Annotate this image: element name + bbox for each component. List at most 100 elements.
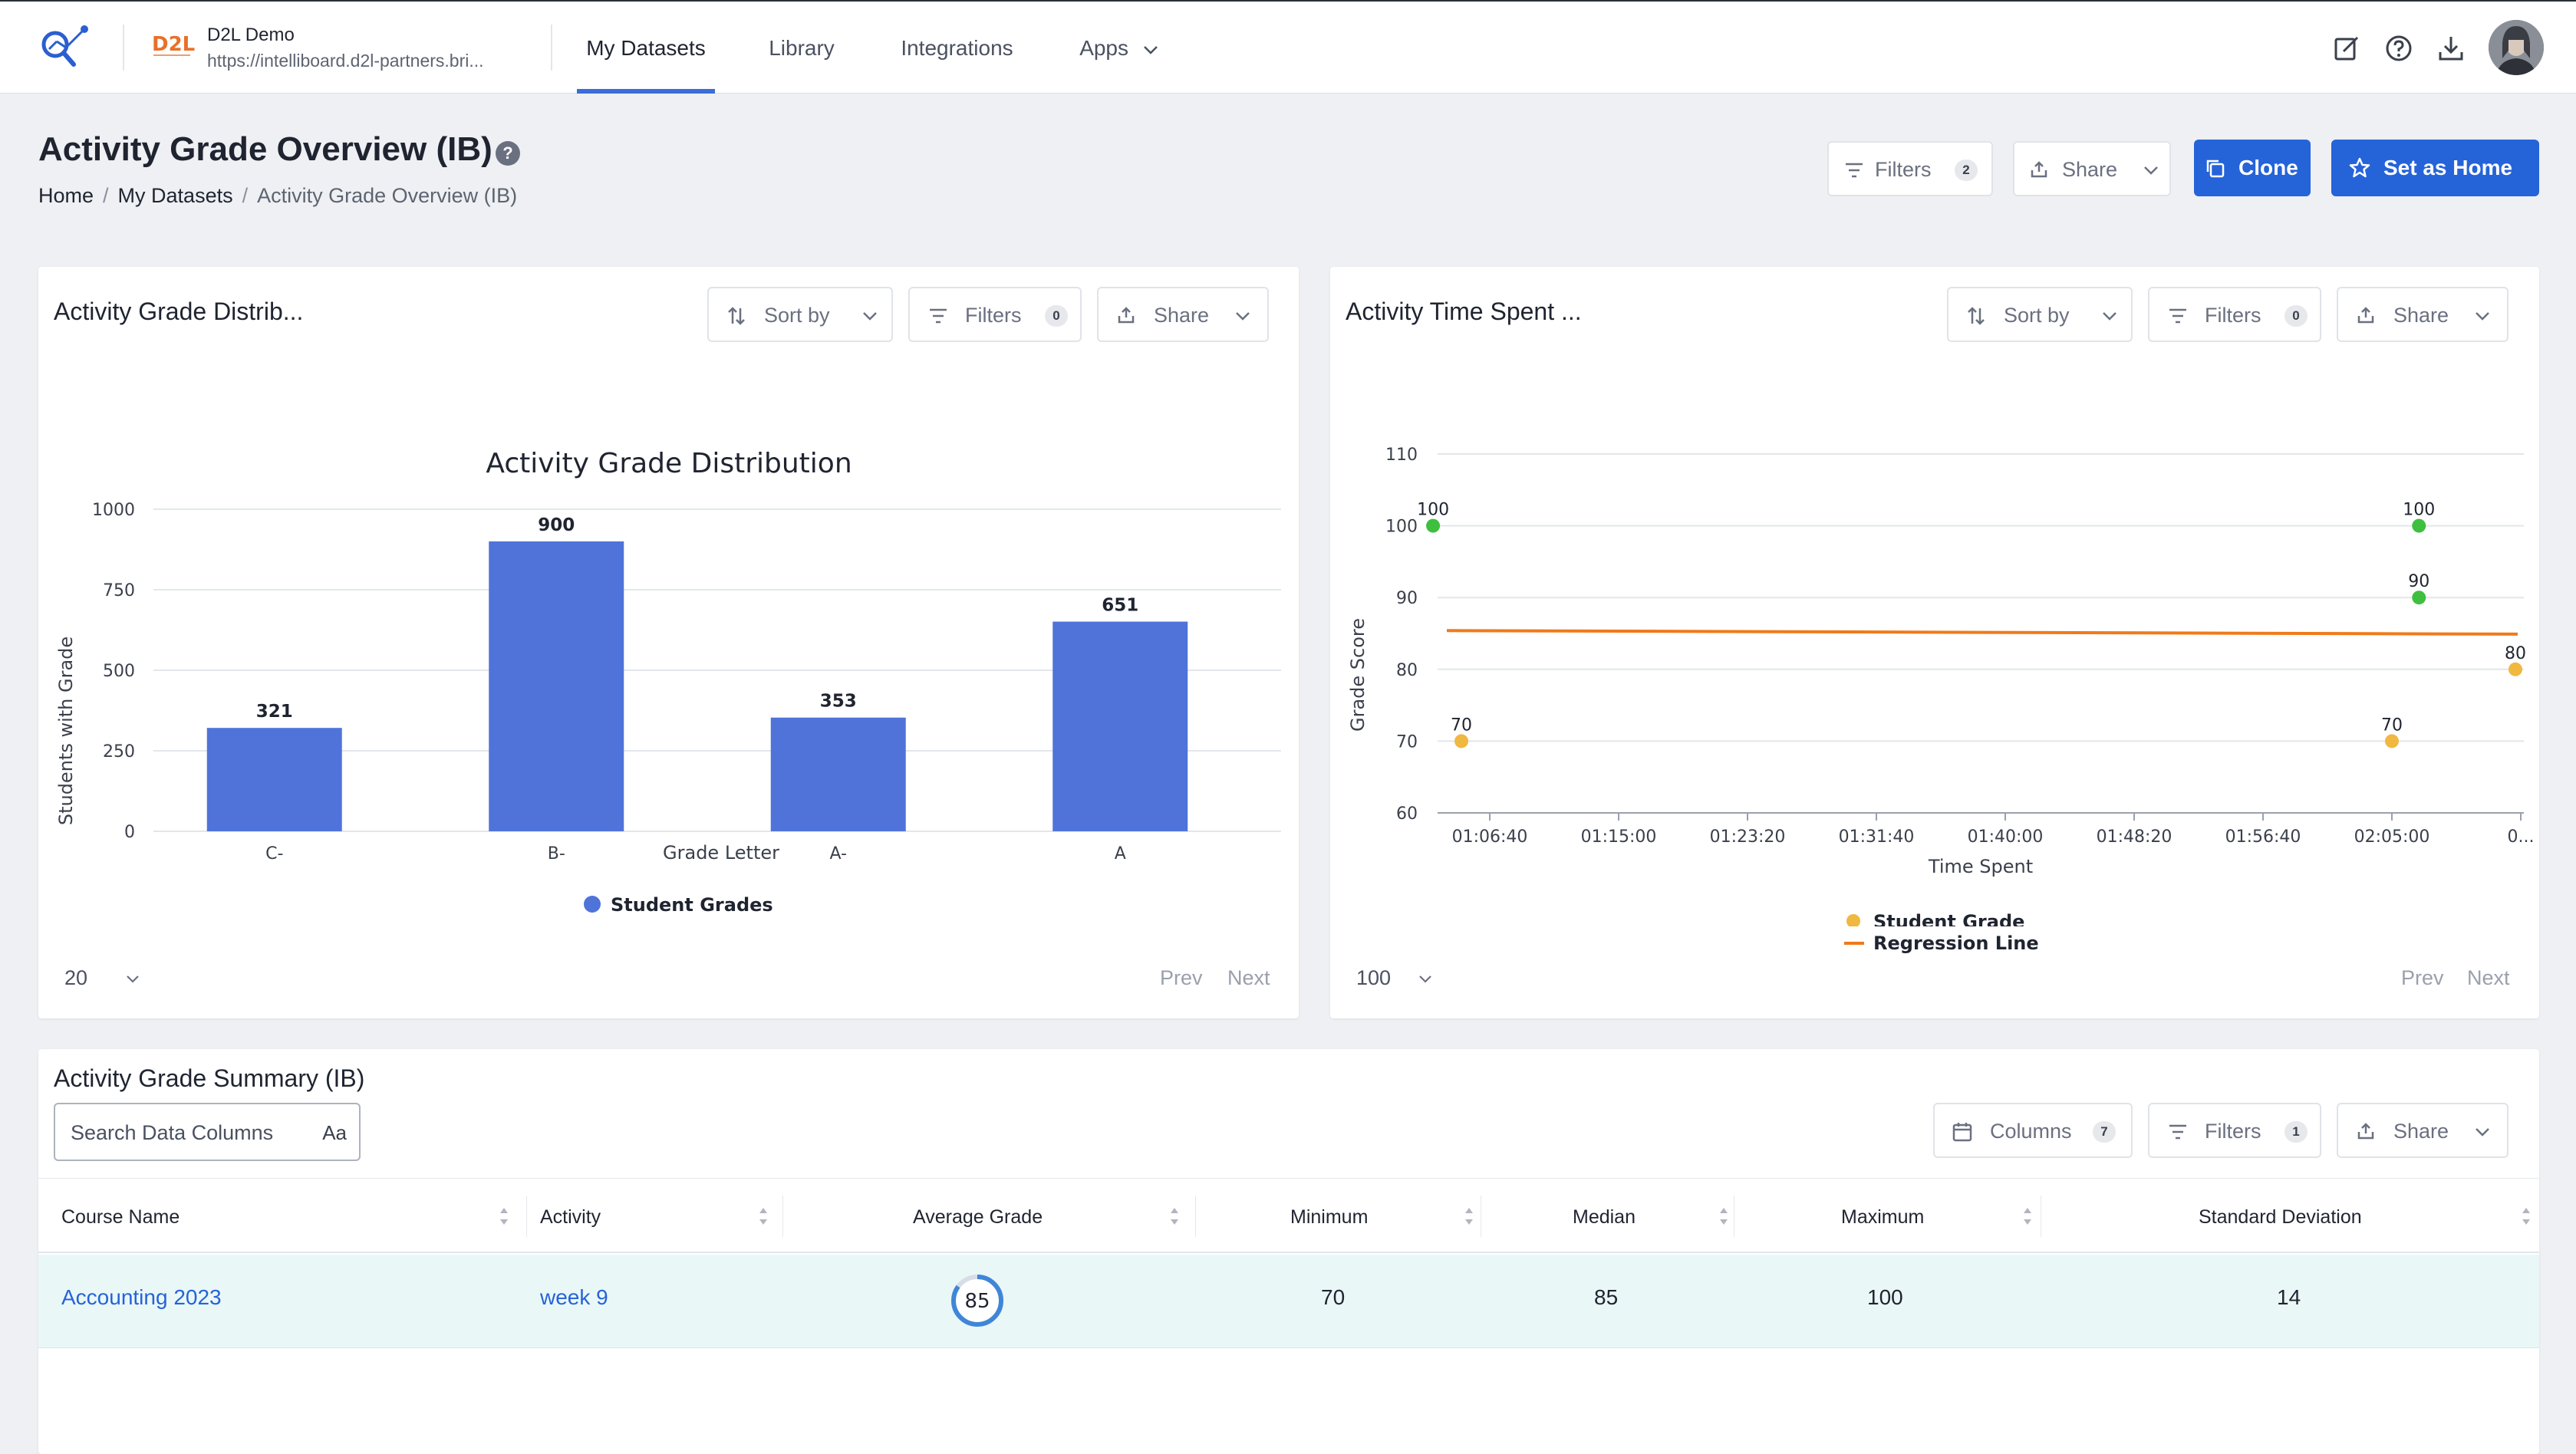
legend-label: Student Grade [1873, 911, 2024, 926]
bar[interactable] [770, 717, 906, 831]
data-point[interactable] [1426, 518, 1441, 533]
legend-swatch [584, 896, 601, 913]
columns-button[interactable]: Columns 7 [1933, 1103, 2133, 1158]
time-spent-card: Activity Time Spent ... Sort by Filters … [1330, 267, 2539, 1018]
sort-arrows-icon[interactable] [758, 1205, 769, 1228]
sort-by-button[interactable]: Sort by [1947, 287, 2133, 342]
header-minimum[interactable]: Minimum [1290, 1206, 1369, 1228]
intelliboard-logo-icon[interactable] [35, 21, 94, 71]
divider [551, 25, 552, 71]
filter-icon [2169, 308, 2186, 324]
sort-arrows-icon[interactable] [499, 1205, 509, 1228]
x-tick-label: 01:06:40 [1452, 827, 1528, 847]
clone-label: Clone [2238, 156, 2298, 179]
d2l-logo: D2L [152, 32, 195, 60]
widget-title: Activity Grade Distrib... [54, 298, 304, 325]
widget-share-button[interactable]: Share [1097, 287, 1269, 342]
x-tick-label: 01:48:20 [2097, 827, 2172, 847]
legend-label: Student Grades [611, 894, 773, 916]
help-icon[interactable]: ? [496, 141, 520, 166]
data-point[interactable] [1454, 734, 1469, 748]
share-icon [2357, 307, 2374, 324]
set-as-home-button[interactable]: Set as Home [2331, 140, 2539, 196]
y-tick-label: 750 [103, 581, 135, 600]
sort-by-label: Sort by [2004, 304, 2070, 327]
y-tick-label: 100 [1385, 518, 1418, 537]
tab-apps[interactable]: Apps [1070, 2, 1170, 94]
filter-icon [2169, 1124, 2186, 1140]
match-case-toggle[interactable]: Aa [322, 1121, 347, 1144]
header-course-name[interactable]: Course Name [61, 1206, 180, 1228]
sort-by-label: Sort by [764, 304, 830, 327]
star-icon [2349, 157, 2370, 178]
bar-value-label: 651 [1102, 596, 1138, 616]
widget-share-button[interactable]: Share [2337, 287, 2508, 342]
filters-label: Filters [2205, 304, 2261, 327]
sort-arrows-icon[interactable] [2521, 1205, 2532, 1228]
active-tab-indicator [577, 89, 715, 94]
bar[interactable] [1052, 621, 1188, 831]
chevron-down-icon [2144, 166, 2158, 175]
page-size-select[interactable]: 100 [1356, 966, 1434, 990]
header-median[interactable]: Median [1573, 1206, 1636, 1228]
widget-filters-button[interactable]: Filters 0 [2148, 287, 2321, 342]
data-point[interactable] [2412, 518, 2426, 533]
avatar[interactable] [2489, 20, 2544, 75]
sort-arrows-icon[interactable] [2022, 1205, 2033, 1228]
header-maximum[interactable]: Maximum [1841, 1206, 1925, 1228]
breadcrumb-my-datasets[interactable]: My Datasets [117, 184, 233, 207]
search-data-columns-input[interactable]: Search Data Columns Aa [54, 1103, 361, 1161]
tab-my-datasets[interactable]: My Datasets [577, 2, 715, 94]
page-filters-button[interactable]: Filters 2 [1827, 141, 1993, 196]
y-tick-label: 70 [1396, 732, 1418, 752]
chevron-down-icon [126, 975, 139, 983]
bar-value-label: 900 [538, 515, 575, 535]
chevron-down-icon [2103, 312, 2116, 321]
widget-filters-button[interactable]: Filters 0 [908, 287, 1082, 342]
table-row[interactable]: Accounting 2023 week 9 85 70 85 100 14 [38, 1255, 2539, 1348]
header-average-grade[interactable]: Average Grade [913, 1206, 1043, 1228]
column-divider [782, 1196, 783, 1237]
header-standard-deviation[interactable]: Standard Deviation [2199, 1206, 2362, 1228]
tab-integrations[interactable]: Integrations [890, 2, 1024, 94]
data-point-label: 80 [2505, 644, 2526, 663]
data-point[interactable] [2385, 734, 2399, 748]
tab-library[interactable]: Library [759, 2, 844, 94]
clone-button[interactable]: Clone [2194, 140, 2311, 196]
share-label: Share [2393, 1120, 2449, 1143]
filters-count-badge: 0 [2284, 305, 2308, 327]
next-button[interactable]: Next [1227, 966, 1270, 989]
page-size-value: 20 [64, 966, 88, 989]
y-tick-label: 80 [1396, 661, 1418, 680]
sort-by-button[interactable]: Sort by [707, 287, 893, 342]
columns-label: Columns [1990, 1120, 2072, 1143]
table-filters-button[interactable]: Filters 1 [2148, 1103, 2321, 1158]
bar[interactable] [206, 728, 342, 831]
table-share-button[interactable]: Share [2337, 1103, 2508, 1158]
header-activity[interactable]: Activity [540, 1206, 601, 1228]
y-tick-label: 110 [1385, 446, 1418, 465]
data-point[interactable] [2508, 662, 2522, 676]
cell-activity[interactable]: week 9 [540, 1285, 608, 1309]
share-icon [1118, 307, 1135, 324]
tab-label: Integrations [901, 36, 1013, 60]
sort-arrows-icon[interactable] [1169, 1205, 1180, 1228]
data-point[interactable] [2412, 590, 2426, 605]
bar[interactable] [489, 541, 624, 831]
download-icon[interactable] [2436, 34, 2466, 63]
page-size-select[interactable]: 20 [64, 966, 141, 990]
sort-arrows-icon[interactable] [1718, 1205, 1729, 1228]
next-button[interactable]: Next [2467, 966, 2510, 989]
page-share-button[interactable]: Share [2013, 141, 2171, 196]
prev-button[interactable]: Prev [1160, 966, 1203, 989]
top-navbar: D2L D2L Demo https://intelliboard.d2l-pa… [0, 0, 2576, 94]
breadcrumb-home[interactable]: Home [38, 184, 94, 207]
cell-median: 85 [1594, 1285, 1619, 1309]
edit-icon[interactable] [2332, 34, 2361, 63]
prev-button[interactable]: Prev [2401, 966, 2444, 989]
cell-course-name[interactable]: Accounting 2023 [61, 1285, 222, 1309]
chevron-down-icon [2476, 1128, 2489, 1137]
data-point-label: 70 [2381, 715, 2403, 735]
help-circle-icon[interactable] [2384, 34, 2413, 63]
sort-arrows-icon[interactable] [1464, 1205, 1474, 1228]
